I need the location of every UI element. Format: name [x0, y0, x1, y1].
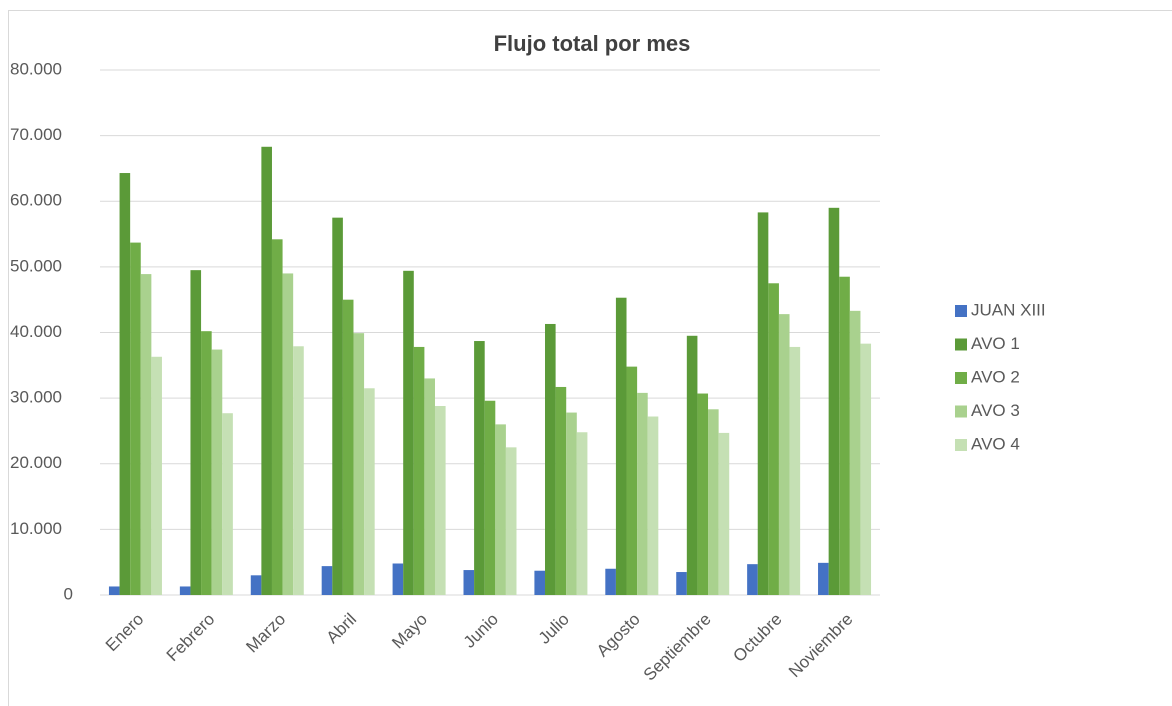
bar [778, 314, 790, 595]
bar [647, 416, 659, 595]
legend-swatch [955, 405, 967, 418]
x-tick-label: Noviembre [785, 610, 857, 682]
bar [474, 341, 485, 595]
x-tick-label: Marzo [242, 610, 289, 657]
bar [179, 586, 191, 595]
bar [676, 572, 687, 595]
x-tick-label: Abril [323, 610, 360, 647]
y-tick-label: 30.000 [10, 388, 62, 407]
legend-label: AVO 4 [971, 434, 1020, 453]
bar [637, 392, 648, 595]
bar [424, 378, 435, 595]
bar [282, 273, 294, 595]
bar [484, 400, 496, 595]
y-tick-label: 10.000 [10, 519, 62, 538]
bar [757, 212, 769, 595]
bar [708, 409, 719, 595]
y-tick-label: 60.000 [10, 191, 62, 210]
bar [566, 412, 577, 595]
x-tick-label: Octubre [729, 610, 785, 666]
bar [293, 346, 304, 595]
bar [332, 217, 343, 595]
y-tick-label: 50.000 [10, 256, 62, 275]
bar [140, 274, 152, 595]
bar [403, 270, 414, 595]
bar [364, 388, 375, 595]
bar [190, 270, 202, 595]
legend-swatch [955, 372, 967, 384]
legend-label: AVO 2 [971, 367, 1020, 386]
legend-swatch [955, 439, 967, 451]
bar [545, 323, 556, 595]
bar [789, 346, 801, 595]
bar [818, 562, 829, 595]
bar [534, 570, 546, 595]
bar [605, 568, 616, 595]
bar [342, 299, 354, 595]
legend-label: JUAN XIII [971, 300, 1046, 319]
legend-label: AVO 3 [971, 401, 1020, 420]
bar [768, 283, 779, 595]
bar [222, 413, 233, 595]
bar [271, 239, 283, 595]
bar [697, 393, 709, 595]
bar [718, 432, 730, 595]
legend-swatch [955, 305, 967, 317]
x-tick-label: Septiembre [640, 610, 715, 685]
bar [321, 566, 333, 595]
bar [860, 343, 872, 595]
bar [686, 335, 698, 595]
bar [626, 366, 638, 595]
y-tick-label: 0 [64, 584, 73, 603]
y-tick-label: 70.000 [10, 125, 62, 144]
bar [250, 575, 262, 595]
x-tick-label: Agosto [593, 610, 644, 661]
bar [108, 586, 120, 595]
x-tick-label: Mayo [388, 610, 431, 653]
chart-frame [8, 10, 1172, 706]
bar [849, 310, 861, 595]
bar [392, 563, 404, 595]
y-tick-label: 20.000 [10, 453, 62, 472]
bar [495, 424, 506, 595]
x-tick-label: Julio [535, 610, 573, 648]
bar [463, 570, 475, 595]
bar [151, 356, 162, 595]
y-tick-label: 80.000 [10, 59, 62, 78]
bar [130, 242, 141, 595]
bar [434, 406, 446, 595]
bar [576, 432, 588, 595]
x-tick-label: Enero [102, 610, 148, 656]
bar [119, 173, 131, 595]
legend-label: AVO 1 [971, 334, 1020, 353]
bar [747, 564, 758, 595]
bar [211, 349, 223, 595]
legend-swatch [955, 338, 967, 351]
bar [839, 276, 850, 595]
bar [505, 447, 517, 595]
x-tick-label: Junio [460, 610, 502, 652]
bar [615, 297, 627, 595]
bar [261, 146, 272, 595]
y-tick-label: 40.000 [10, 322, 62, 341]
bar [828, 207, 840, 595]
bar [555, 386, 567, 595]
chart-title: Flujo total por mes [494, 31, 691, 56]
bar [353, 333, 365, 595]
x-tick-label: Febrero [163, 610, 219, 666]
bar [201, 331, 212, 595]
bar [413, 346, 425, 595]
